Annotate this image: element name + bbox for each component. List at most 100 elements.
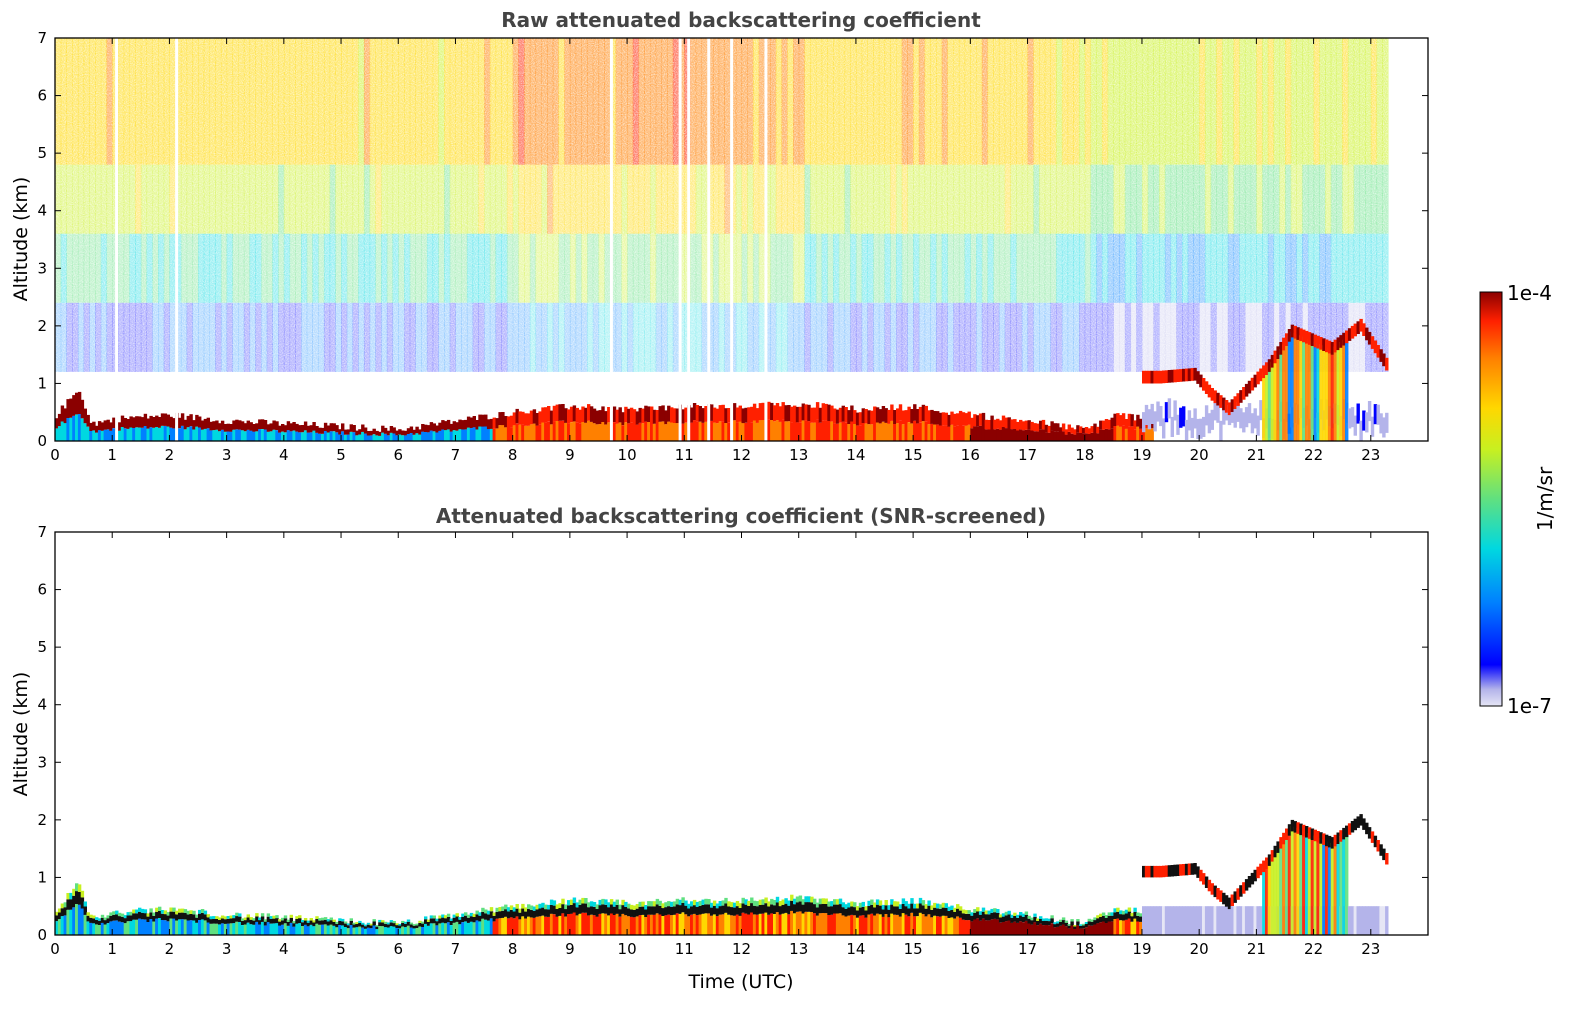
screened-bl-edge [501, 906, 505, 911]
screened-bl-edge [1127, 907, 1132, 912]
raw-late-low [1250, 413, 1255, 434]
raw-bl-upper [338, 429, 342, 435]
raw-bl-upper [652, 409, 657, 424]
raw-elevated-layer [1333, 339, 1337, 353]
screened-bl-saturated [850, 906, 854, 915]
screened-bl-edge [910, 898, 914, 904]
raw-bl-lower [818, 422, 823, 441]
screened-bl-lower [824, 913, 828, 935]
screened-bl-saturated [813, 904, 817, 914]
screened-bl-lower [572, 912, 577, 935]
screened-bl-lower [735, 914, 740, 935]
screened-bl-edge [624, 901, 628, 907]
raw-bl-lower [1030, 430, 1034, 441]
screened-bl-edge [175, 910, 179, 915]
raw-bl-lower [406, 434, 411, 441]
raw-bl-lower [518, 424, 522, 441]
raw-bl-lower [953, 426, 957, 441]
screened-elevated-layer [1147, 865, 1152, 878]
raw-bl-lower [867, 424, 871, 441]
screened-bl-edge [375, 925, 379, 927]
screened-bl-saturated [569, 904, 574, 914]
raw-bl-lower [126, 428, 130, 441]
screened-bl-lower [624, 915, 628, 935]
x-tick-label: 8 [508, 940, 518, 958]
raw-bl-upper [404, 430, 408, 436]
raw-bl-lower [352, 432, 356, 441]
raw-bl-upper [1024, 420, 1029, 430]
raw-bl-lower [627, 423, 631, 441]
screened-bl-edge [913, 903, 917, 909]
screened-bl-saturated [804, 902, 808, 912]
screened-elevated-layer [1307, 827, 1312, 839]
raw-bl-lower [973, 426, 977, 441]
x-tick-label: 3 [222, 446, 232, 464]
screened-bl-saturated [149, 912, 153, 919]
raw-bl-lower [332, 431, 336, 441]
screened-bl-edge [878, 900, 883, 906]
screened-plume-column [1279, 842, 1283, 935]
screened-bl-edge [1124, 909, 1129, 914]
raw-bl-lower [346, 434, 351, 441]
screened-bl-lower [996, 919, 1000, 935]
screened-bl-edge [907, 903, 911, 909]
screened-bl-saturated [1041, 921, 1046, 926]
raw-bl-upper [1067, 424, 1071, 432]
screened-late-low [1150, 906, 1154, 935]
screened-bl-saturated [375, 926, 379, 930]
raw-bl-lower [595, 424, 599, 441]
screened-bl-lower [441, 922, 445, 935]
screened-bl-saturated [486, 914, 491, 921]
screened-bl-edge [1067, 924, 1071, 926]
raw-bl-lower [524, 425, 528, 441]
screened-elevated-layer [1233, 891, 1237, 903]
screened-bl-edge [1096, 915, 1100, 919]
raw-bl-upper [864, 409, 868, 424]
raw-elevated-layer [1296, 327, 1300, 340]
screened-bl-saturated [896, 906, 900, 915]
screened-bl-lower [77, 904, 82, 935]
screened-bl-lower [1133, 918, 1137, 935]
screened-bl-lower [741, 912, 745, 935]
raw-bl-upper [92, 421, 96, 431]
screened-bl-lower [798, 911, 803, 935]
raw-elevated-layer [1190, 368, 1194, 381]
raw-bl-upper [321, 427, 325, 434]
raw-bl-upper [595, 410, 599, 425]
colorbar-unit-label: 1/m/sr [1533, 466, 1557, 531]
raw-bl-lower [569, 422, 574, 441]
screened-bl-edge [486, 910, 491, 915]
screened-plume-column [1327, 841, 1332, 935]
raw-bl-lower [315, 432, 319, 441]
raw-bl-upper [881, 406, 886, 422]
raw-bl-upper [544, 407, 548, 423]
raw-elevated-layer [1164, 370, 1169, 383]
raw-bl-upper [910, 409, 914, 424]
screened-bl-lower [990, 919, 994, 935]
raw-bl-upper [349, 424, 353, 432]
screened-bl-edge [1021, 913, 1026, 917]
x-tick-label: 11 [675, 940, 694, 958]
x-tick-label: 7 [451, 446, 461, 464]
raw-bl-upper [1093, 423, 1097, 432]
screened-bl-lower [589, 914, 594, 935]
raw-bl-upper [72, 395, 76, 416]
screened-elevated-layer [1244, 879, 1249, 891]
screened-bl-saturated [332, 921, 336, 926]
screened-bl-lower [692, 913, 697, 935]
screened-bl-saturated [226, 918, 230, 924]
screened-bl-lower [86, 921, 90, 935]
screened-bl-saturated [1056, 923, 1060, 927]
screened-bl-edge [864, 906, 868, 911]
raw-bl-upper [867, 410, 871, 425]
screened-bl-saturated [767, 906, 771, 915]
raw-plume-column [1325, 346, 1329, 441]
screened-bl-saturated [249, 919, 253, 925]
raw-bl-upper [567, 409, 571, 424]
screened-elevated-layer [1285, 828, 1289, 840]
screened-bl-edge [92, 915, 96, 919]
raw-bl-lower [907, 422, 911, 441]
screened-bl-saturated [446, 916, 451, 923]
screened-bl-lower [712, 914, 717, 935]
screened-bl-edge [589, 901, 594, 907]
